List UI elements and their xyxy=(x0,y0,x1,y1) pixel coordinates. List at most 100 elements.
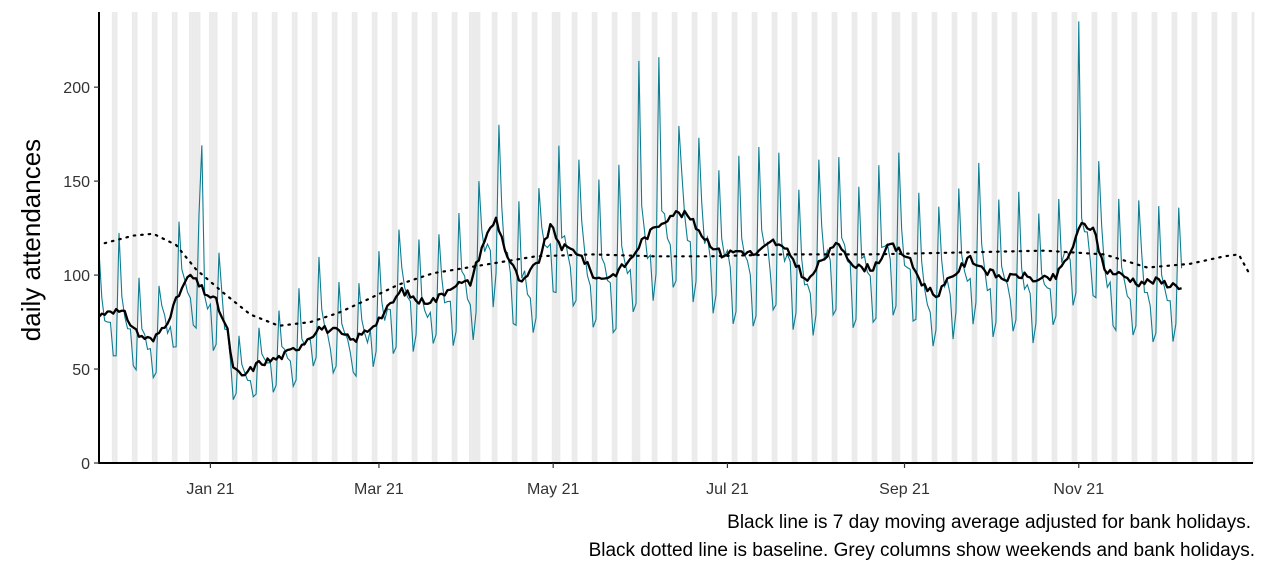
shaded-day-column xyxy=(1131,12,1135,463)
shaded-day-column xyxy=(631,12,635,463)
shaded-day-column xyxy=(754,12,758,463)
shaded-day-column xyxy=(1231,12,1235,463)
shaded-day-column xyxy=(934,12,938,463)
y-tick-label: 100 xyxy=(63,268,90,285)
shaded-day-column xyxy=(651,12,655,463)
shaded-day-column xyxy=(534,12,538,463)
shaded-day-column xyxy=(691,12,695,463)
x-tick-label: May 21 xyxy=(527,481,580,498)
shaded-day-column xyxy=(671,12,675,463)
shaded-day-column xyxy=(271,12,275,463)
shaded-day-column xyxy=(931,12,935,463)
shaded-day-column xyxy=(974,12,978,463)
shaded-day-column xyxy=(294,12,298,463)
shaded-day-column xyxy=(711,12,715,463)
shaded-day-column xyxy=(354,12,358,463)
shaded-day-column xyxy=(571,12,575,463)
caption-moving-average: Black line is 7 day moving average adjus… xyxy=(727,512,1251,533)
shaded-day-column xyxy=(494,12,498,463)
shaded-day-column xyxy=(474,12,478,463)
shaded-day-column xyxy=(391,12,395,463)
shaded-day-column xyxy=(971,12,975,463)
shaded-day-column xyxy=(1151,12,1155,463)
shaded-day-column xyxy=(214,12,218,463)
moving-average-line xyxy=(98,209,1182,377)
shaded-day-column xyxy=(451,12,455,463)
shaded-day-column xyxy=(211,12,215,463)
shaded-day-column xyxy=(114,12,118,463)
shaded-day-column xyxy=(208,12,212,463)
shaded-day-column xyxy=(394,12,398,463)
shaded-day-column xyxy=(311,12,315,463)
shaded-day-column xyxy=(1134,12,1138,463)
shaded-day-column xyxy=(531,12,535,463)
shaded-day-column xyxy=(1211,12,1215,463)
baseline-line xyxy=(103,232,1252,327)
shaded-day-column xyxy=(614,12,618,463)
shaded-day-column xyxy=(751,12,755,463)
shaded-day-column xyxy=(791,12,795,463)
shaded-day-column xyxy=(191,12,195,463)
shaded-day-column xyxy=(188,12,192,463)
shaded-day-column xyxy=(111,12,115,463)
shaded-day-column xyxy=(574,12,578,463)
shaded-day-column xyxy=(834,12,838,463)
shaded-day-column xyxy=(1251,12,1255,463)
shaded-day-column xyxy=(814,12,818,463)
y-tick-label: 150 xyxy=(63,174,90,191)
shaded-day-column xyxy=(254,12,258,463)
shaded-day-column xyxy=(774,12,778,463)
shaded-day-column xyxy=(431,12,435,463)
y-tick-label: 0 xyxy=(81,456,90,473)
shaded-day-column xyxy=(434,12,438,463)
shaded-day-column xyxy=(1154,12,1158,463)
shaded-day-column xyxy=(1071,12,1075,463)
shaded-day-column xyxy=(1111,12,1115,463)
shaded-day-column xyxy=(611,12,615,463)
shaded-day-column xyxy=(1214,12,1218,463)
x-tick-label: Mar 21 xyxy=(354,481,404,498)
axes: 0 50 100 150 200 Jan 21 Mar 21 May 21 Jul 21 Sep … xyxy=(63,12,1253,498)
x-tick-label: Sep 21 xyxy=(879,481,930,498)
shaded-day-column xyxy=(197,12,201,463)
shaded-day-column xyxy=(854,12,858,463)
shaded-day-column xyxy=(454,12,458,463)
shaded-day-column xyxy=(1031,12,1035,463)
shaded-day-column xyxy=(351,12,355,463)
shaded-day-column xyxy=(371,12,375,463)
shaded-day-column xyxy=(851,12,855,463)
shaded-day-column xyxy=(231,12,235,463)
shaded-day-column xyxy=(471,12,475,463)
daily-attendances-line xyxy=(98,21,1183,400)
shaded-day-column xyxy=(634,12,638,463)
shaded-day-column xyxy=(911,12,915,463)
shaded-day-column xyxy=(714,12,718,463)
daily-attendances-series xyxy=(98,21,1183,400)
shaded-day-column xyxy=(1091,12,1095,463)
shaded-day-column xyxy=(1174,12,1178,463)
shaded-day-column xyxy=(637,12,641,463)
shaded-day-column xyxy=(491,12,495,463)
shaded-day-column xyxy=(251,12,255,463)
shaded-day-column xyxy=(694,12,698,463)
weekend-bank-holiday-columns xyxy=(111,12,1255,463)
shaded-day-column xyxy=(954,12,958,463)
shaded-day-column xyxy=(477,12,481,463)
shaded-day-column xyxy=(194,12,198,463)
shaded-day-column xyxy=(674,12,678,463)
shaded-day-column xyxy=(811,12,815,463)
shaded-day-column xyxy=(234,12,238,463)
caption-baseline: Black dotted line is baseline. Grey colu… xyxy=(588,540,1255,561)
shaded-day-column xyxy=(174,12,178,463)
shaded-day-column xyxy=(894,12,898,463)
shaded-day-column xyxy=(314,12,318,463)
x-tick-label: Nov 21 xyxy=(1053,481,1104,498)
shaded-day-column xyxy=(1191,12,1195,463)
shaded-day-column xyxy=(871,12,875,463)
shaded-day-column xyxy=(171,12,175,463)
shaded-day-column xyxy=(1114,12,1118,463)
shaded-day-column xyxy=(151,12,155,463)
shaded-day-column xyxy=(874,12,878,463)
y-tick-label: 50 xyxy=(72,362,90,379)
